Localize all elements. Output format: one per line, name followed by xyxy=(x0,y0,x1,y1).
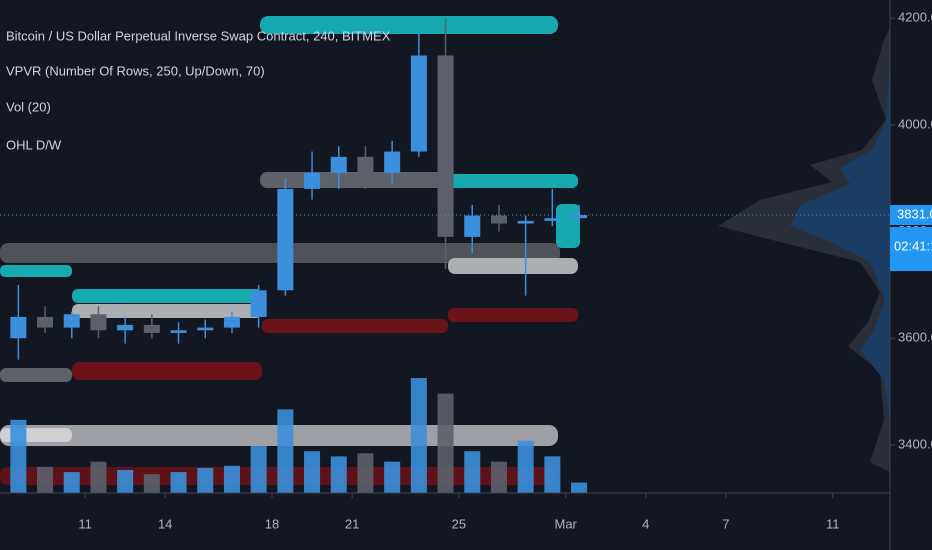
candle-body xyxy=(304,172,321,189)
volume-bar xyxy=(517,440,534,493)
x-tick-label: 4 xyxy=(642,516,649,531)
volume-bar xyxy=(304,451,321,493)
countdown-box xyxy=(890,227,932,272)
volume-bar xyxy=(10,419,27,493)
candle-body xyxy=(223,316,240,328)
candle-body xyxy=(10,316,27,339)
legend-volume: Vol (20) xyxy=(6,99,51,114)
volume-bar xyxy=(330,456,347,493)
volume-bar xyxy=(197,467,214,493)
candle-body xyxy=(197,327,214,331)
legend-symbol: Bitcoin / US Dollar Perpetual Inverse Sw… xyxy=(6,28,391,43)
candle-body xyxy=(117,324,134,331)
candle-body xyxy=(277,188,294,291)
x-tick-label: 14 xyxy=(158,516,172,531)
x-tick-label: 7 xyxy=(722,516,729,531)
candle-body xyxy=(384,151,401,173)
volume-bar xyxy=(223,465,240,493)
volume-bar xyxy=(117,470,134,493)
candle-body xyxy=(437,55,454,237)
x-tick-label: 11 xyxy=(78,516,92,531)
last-price-box xyxy=(890,205,932,226)
volume-bar xyxy=(437,393,454,493)
x-tick-label: 11 xyxy=(826,516,840,531)
candle-body xyxy=(63,314,80,328)
candle-body xyxy=(90,314,107,331)
volume-bar xyxy=(37,466,54,493)
candle-body xyxy=(357,156,374,173)
price-marks xyxy=(0,18,890,493)
y-tick-label: 3400.0 xyxy=(898,436,932,451)
x-tick-label: Mar xyxy=(555,516,578,531)
candle-body xyxy=(143,324,160,333)
volume-bar xyxy=(143,474,160,493)
x-tick-label: 25 xyxy=(452,516,466,531)
candle-body xyxy=(571,215,588,219)
legend-ohl: OHL D/W xyxy=(6,137,62,152)
volume-bar xyxy=(571,482,588,493)
y-tick-label: 4200.0 xyxy=(898,10,932,25)
candle-body xyxy=(464,215,481,237)
last-price-label: 3831.0 xyxy=(897,206,932,221)
volume-bar xyxy=(464,451,481,493)
vpvr-profile xyxy=(718,28,890,472)
volume-bar xyxy=(490,461,507,493)
legend-vpvr: VPVR (Number Of Rows, 250, Up/Down, 70) xyxy=(6,63,265,78)
y-tick-label: 4000.0 xyxy=(898,116,932,131)
volume-bar xyxy=(410,378,427,493)
volume-bar xyxy=(544,456,561,493)
candle-body xyxy=(517,220,534,224)
candle-body xyxy=(330,156,347,173)
volume-bar xyxy=(357,453,374,493)
volume-bar xyxy=(63,472,80,493)
x-tick-label: 21 xyxy=(345,516,359,531)
x-tick-label: 18 xyxy=(265,516,279,531)
candle-body xyxy=(490,215,507,224)
volume-bar xyxy=(384,461,401,493)
y-tick-label: 3600.0 xyxy=(898,330,932,345)
volume-bar xyxy=(90,461,107,493)
volume-bar xyxy=(277,409,294,493)
countdown-label: 02:41:15 xyxy=(894,238,932,253)
candle-body xyxy=(544,218,561,221)
candle-body xyxy=(170,330,187,333)
volume-bar xyxy=(170,472,187,493)
candle-body xyxy=(37,316,54,328)
volume-bar xyxy=(250,445,267,493)
candle-body xyxy=(410,55,427,152)
candle-body xyxy=(250,290,267,317)
